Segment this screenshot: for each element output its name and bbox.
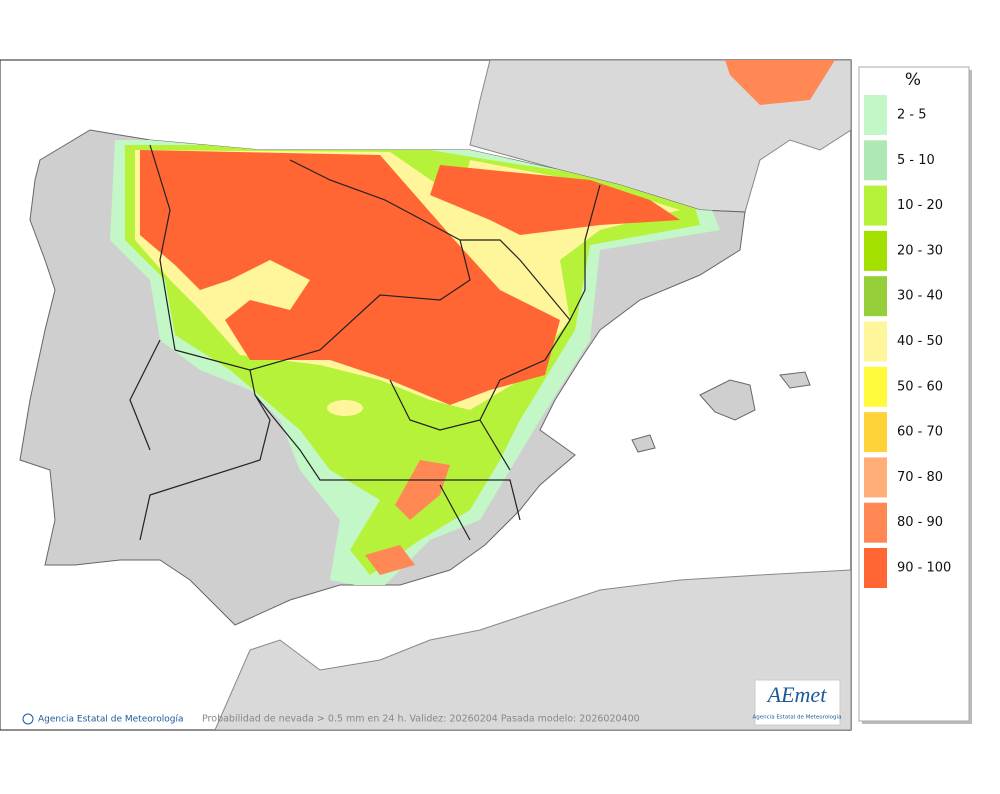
area-90-100: [140, 150, 560, 405]
logo-box: [754, 679, 841, 726]
copyright-icon: [22, 713, 34, 725]
legend-label: 60 - 70: [897, 425, 943, 440]
area-alps: [725, 60, 835, 105]
legend-label: 40 - 50: [897, 334, 943, 349]
legend-swatch: [864, 185, 887, 226]
legend-swatch: [864, 321, 887, 362]
snow-areas: [110, 140, 720, 590]
area-pyrenees: [430, 165, 680, 235]
caption: Probabilidad de nevada > 0.5 mm en 24 h.…: [202, 714, 640, 725]
africa: [214, 569, 851, 730]
logo-name: AEmet: [766, 682, 828, 707]
legend-label: 70 - 80: [897, 470, 943, 485]
area-sierra-cazorla: [395, 460, 450, 520]
legend-swatch: [864, 548, 887, 588]
ibiza: [631, 434, 656, 453]
legend-swatch: [864, 140, 887, 181]
legend-swatch: [864, 457, 887, 498]
legend-swatch: [864, 502, 887, 543]
legend-label: 80 - 90: [897, 515, 943, 530]
region-borders: [129, 144, 601, 541]
legend-label: 90 - 100: [897, 561, 951, 576]
legend-label: 2 - 5: [897, 108, 927, 123]
legend-swatch: [864, 366, 887, 407]
legend-label: 50 - 60: [897, 379, 943, 394]
menorca: [779, 371, 811, 389]
logo-subtitle: Agencia Estatal de Meteorología: [753, 714, 842, 721]
area-sierra-nevada: [365, 545, 415, 575]
legend-swatch: [864, 230, 887, 271]
mallorca: [699, 379, 756, 421]
legend-label: 30 - 40: [897, 289, 943, 304]
legend-label: 20 - 30: [897, 243, 943, 258]
legend-swatch: [864, 95, 887, 135]
legend-label: 5 - 10: [897, 153, 935, 168]
legend-label: 10 - 20: [897, 198, 943, 213]
legend-title: %: [905, 70, 921, 90]
credit: Agencia Estatal de Meteorología: [38, 715, 184, 725]
legend-swatch: [864, 276, 887, 317]
area-yellow: [327, 400, 363, 416]
map-base: [19, 60, 851, 730]
legend-swatch: [864, 412, 887, 453]
legend-items: 2 - 5 5 - 10 10 - 20 20 - 30 30 - 40 40 - 50 5…: [864, 95, 951, 588]
